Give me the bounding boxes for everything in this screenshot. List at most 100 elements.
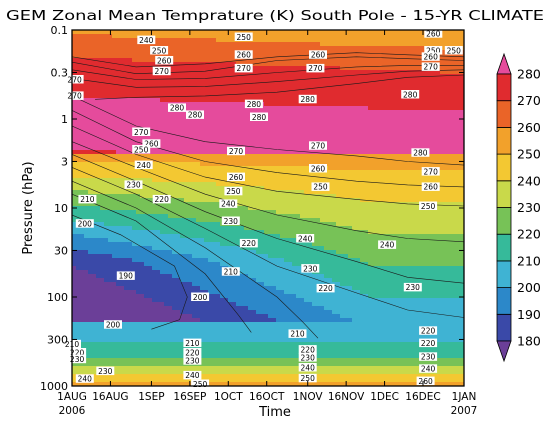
field-cell [336, 202, 341, 207]
field-cell [460, 142, 464, 147]
field-cell [232, 206, 237, 211]
field-cell [96, 206, 101, 211]
field-cell [396, 130, 401, 135]
field-cell [308, 182, 313, 187]
field-cell [248, 202, 253, 207]
field-cell [100, 138, 105, 143]
field-cell [132, 82, 137, 87]
field-cell [112, 46, 117, 51]
field-cell [308, 30, 313, 35]
field-cell [256, 174, 261, 179]
field-cell [376, 190, 381, 195]
field-cell [392, 34, 397, 39]
field-cell [116, 42, 121, 47]
field-cell [400, 70, 405, 75]
field-cell [228, 86, 233, 91]
field-cell [164, 226, 169, 231]
field-cell [244, 174, 249, 179]
field-cell [432, 162, 437, 167]
field-cell [172, 118, 177, 123]
field-cell [416, 230, 421, 235]
field-cell [140, 174, 145, 179]
field-cell [228, 82, 233, 87]
field-cell [152, 90, 157, 95]
field-cell [136, 230, 141, 235]
field-cell [428, 190, 433, 195]
field-cell [452, 94, 457, 99]
field-cell [376, 110, 381, 115]
field-cell [264, 214, 269, 219]
field-cell [248, 82, 253, 87]
field-cell [108, 210, 113, 215]
field-cell [268, 50, 273, 55]
field-cell [424, 138, 429, 143]
field-cell [112, 78, 117, 83]
field-cell [284, 202, 289, 207]
field-cell [88, 94, 93, 99]
field-cell [100, 162, 105, 167]
field-cell [348, 134, 353, 139]
field-cell [416, 98, 421, 103]
field-cell [424, 122, 429, 127]
field-cell [248, 186, 253, 191]
field-cell [388, 30, 393, 35]
field-cell [308, 198, 313, 203]
field-cell [336, 226, 341, 231]
field-cell [100, 230, 105, 235]
field-cell [304, 54, 309, 59]
field-cell [204, 174, 209, 179]
field-cell [108, 134, 113, 139]
field-cell [332, 106, 337, 111]
field-cell [316, 206, 321, 211]
field-cell [148, 62, 153, 67]
field-cell [368, 62, 373, 67]
field-cell [460, 38, 464, 43]
field-cell [400, 194, 405, 199]
field-cell [112, 194, 117, 199]
field-cell [216, 130, 221, 135]
field-cell [156, 186, 161, 191]
field-cell [372, 218, 377, 223]
field-cell [292, 206, 297, 211]
field-cell [156, 170, 161, 175]
field-cell [268, 230, 273, 235]
field-cell [116, 54, 121, 59]
field-cell [240, 90, 245, 95]
field-cell [356, 70, 361, 75]
field-cell [348, 98, 353, 103]
field-cell [424, 230, 429, 235]
field-cell [216, 198, 221, 203]
field-cell [456, 130, 461, 135]
field-cell [192, 130, 197, 135]
field-cell [264, 198, 269, 203]
field-cell [424, 82, 429, 87]
field-cell [132, 222, 137, 227]
field-cell [288, 230, 293, 235]
field-cell [232, 34, 237, 39]
field-cell [164, 94, 169, 99]
field-cell [224, 114, 229, 119]
field-cell [444, 30, 449, 35]
field-cell [392, 206, 397, 211]
field-cell [248, 190, 253, 195]
field-cell [84, 50, 89, 55]
field-cell [232, 70, 237, 75]
field-cell [212, 190, 217, 195]
field-cell [236, 162, 241, 167]
field-cell [304, 170, 309, 175]
field-cell [200, 118, 205, 123]
field-cell [200, 154, 205, 159]
field-cell [456, 34, 461, 39]
field-cell [244, 30, 249, 35]
field-cell [240, 138, 245, 143]
field-cell [436, 162, 441, 167]
field-cell [328, 42, 333, 47]
field-cell [408, 70, 413, 75]
field-cell [360, 90, 365, 95]
field-cell [384, 218, 389, 223]
field-cell [280, 138, 285, 143]
field-cell [420, 30, 425, 35]
field-cell [276, 146, 281, 151]
field-cell [132, 50, 137, 55]
field-cell [460, 122, 464, 127]
